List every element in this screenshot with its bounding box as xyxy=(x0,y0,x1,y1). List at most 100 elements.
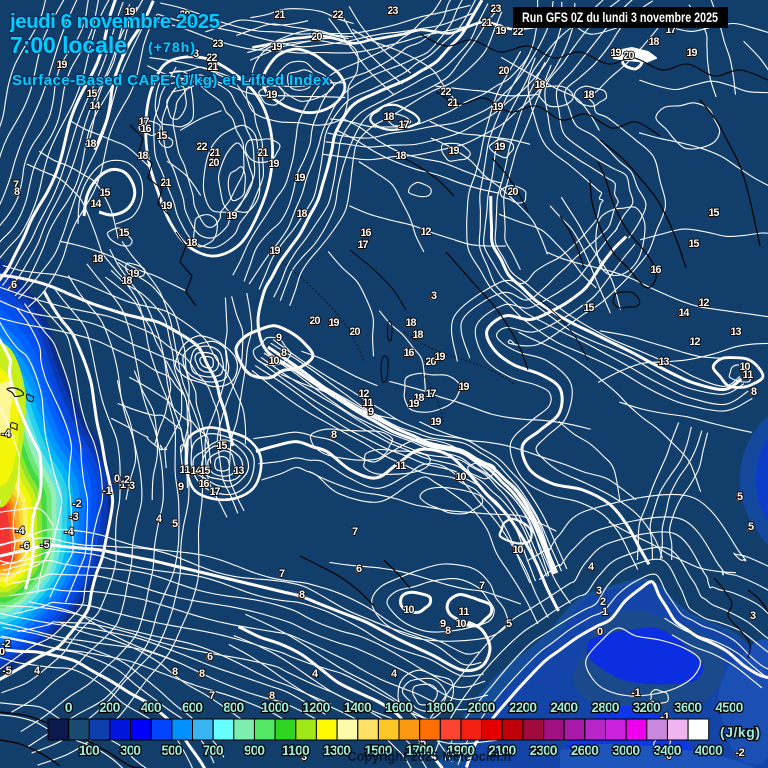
svg-text:13: 13 xyxy=(657,357,668,369)
svg-text:-4: -4 xyxy=(15,525,25,537)
svg-text:13: 13 xyxy=(659,356,670,368)
svg-text:20: 20 xyxy=(308,316,319,328)
svg-text:19: 19 xyxy=(611,47,622,59)
svg-text:12: 12 xyxy=(419,227,430,239)
svg-text:1: 1 xyxy=(602,606,608,618)
svg-text:3600: 3600 xyxy=(674,699,702,715)
svg-text:15: 15 xyxy=(582,303,593,315)
svg-text:19: 19 xyxy=(687,47,698,59)
svg-text:6: 6 xyxy=(10,280,16,292)
svg-text:19: 19 xyxy=(160,201,171,213)
svg-text:11: 11 xyxy=(459,606,470,618)
svg-text:19: 19 xyxy=(267,89,278,101)
svg-text:19: 19 xyxy=(495,141,506,153)
svg-text:5: 5 xyxy=(506,618,512,630)
svg-text:5: 5 xyxy=(171,519,177,531)
svg-text:23: 23 xyxy=(388,5,399,17)
svg-text:0: 0 xyxy=(596,627,602,639)
svg-text:12: 12 xyxy=(357,389,368,401)
svg-text:6: 6 xyxy=(355,564,361,576)
svg-text:4: 4 xyxy=(390,669,397,681)
svg-text:5: 5 xyxy=(748,521,754,533)
svg-text:16: 16 xyxy=(199,478,210,490)
svg-text:15: 15 xyxy=(155,131,166,143)
svg-text:jeudi 6 novembre 2025: jeudi 6 novembre 2025 xyxy=(9,10,220,33)
svg-text:2: 2 xyxy=(600,596,606,608)
svg-text:8: 8 xyxy=(14,186,20,198)
svg-text:17: 17 xyxy=(356,240,367,252)
svg-text:18: 18 xyxy=(84,139,95,151)
svg-text:-4: -4 xyxy=(1,428,11,440)
svg-text:-1: -1 xyxy=(660,711,670,723)
svg-text:8: 8 xyxy=(172,666,178,678)
svg-text:100: 100 xyxy=(79,742,100,758)
svg-text:21: 21 xyxy=(159,178,170,190)
svg-text:18: 18 xyxy=(412,393,423,405)
svg-text:-6: -6 xyxy=(19,541,29,553)
svg-text:13: 13 xyxy=(729,327,740,339)
svg-text:17: 17 xyxy=(426,388,437,400)
svg-text:0: 0 xyxy=(114,473,120,485)
svg-text:2: 2 xyxy=(123,475,129,487)
svg-text:2: 2 xyxy=(599,597,605,609)
svg-text:19: 19 xyxy=(435,351,446,363)
svg-text:15: 15 xyxy=(119,227,130,239)
svg-text:18: 18 xyxy=(120,276,131,288)
svg-text:20: 20 xyxy=(207,158,218,170)
svg-text:Copyright 2025 Meteociel.fr: Copyright 2025 Meteociel.fr xyxy=(348,748,513,764)
svg-text:15: 15 xyxy=(215,441,226,453)
svg-text:18: 18 xyxy=(582,90,593,102)
svg-text:20: 20 xyxy=(312,31,323,43)
svg-text:500: 500 xyxy=(161,742,182,758)
svg-text:-4: -4 xyxy=(0,429,10,441)
svg-text:10: 10 xyxy=(740,361,751,373)
svg-text:20: 20 xyxy=(426,356,437,368)
svg-text:17: 17 xyxy=(424,389,435,401)
svg-text:18: 18 xyxy=(406,317,417,329)
svg-text:8: 8 xyxy=(13,187,19,199)
svg-text:21: 21 xyxy=(480,18,491,30)
svg-text:7: 7 xyxy=(209,690,215,702)
svg-text:5: 5 xyxy=(737,491,743,503)
svg-text:23: 23 xyxy=(211,39,222,51)
svg-text:17: 17 xyxy=(397,120,408,132)
svg-text:6: 6 xyxy=(206,652,212,664)
svg-text:1: 1 xyxy=(120,479,126,491)
svg-text:(+78h): (+78h) xyxy=(148,39,195,55)
svg-text:1900: 1900 xyxy=(447,742,475,758)
svg-text:7: 7 xyxy=(12,180,18,192)
svg-text:18: 18 xyxy=(404,318,415,330)
svg-text:10: 10 xyxy=(738,362,749,374)
svg-text:18: 18 xyxy=(649,36,660,48)
svg-text:18: 18 xyxy=(136,151,147,163)
svg-text:16: 16 xyxy=(404,347,415,359)
svg-text:1800: 1800 xyxy=(426,699,454,715)
svg-text:8: 8 xyxy=(750,387,756,399)
svg-text:22: 22 xyxy=(511,27,522,39)
svg-text:0: 0 xyxy=(665,751,671,763)
svg-text:600: 600 xyxy=(182,699,203,715)
svg-text:12: 12 xyxy=(421,226,432,238)
svg-text:21: 21 xyxy=(273,10,284,22)
svg-text:20: 20 xyxy=(310,315,321,327)
svg-text:17: 17 xyxy=(664,25,675,37)
svg-text:8: 8 xyxy=(298,590,304,602)
svg-text:5: 5 xyxy=(736,492,742,504)
svg-text:7: 7 xyxy=(352,526,358,538)
svg-text:19: 19 xyxy=(329,317,340,329)
svg-text:14: 14 xyxy=(90,100,102,112)
svg-text:21: 21 xyxy=(482,17,493,29)
svg-text:18: 18 xyxy=(647,37,658,49)
svg-text:22: 22 xyxy=(195,142,206,154)
svg-text:10: 10 xyxy=(454,472,465,484)
svg-text:0: 0 xyxy=(0,646,5,658)
svg-text:22: 22 xyxy=(439,87,450,99)
svg-text:20: 20 xyxy=(209,157,220,169)
svg-text:21: 21 xyxy=(256,148,267,160)
svg-text:1600: 1600 xyxy=(385,699,413,715)
svg-text:2: 2 xyxy=(124,474,130,486)
svg-text:15: 15 xyxy=(157,130,168,142)
svg-text:22: 22 xyxy=(513,26,524,38)
svg-text:2200: 2200 xyxy=(509,699,537,715)
svg-text:19: 19 xyxy=(265,90,276,102)
